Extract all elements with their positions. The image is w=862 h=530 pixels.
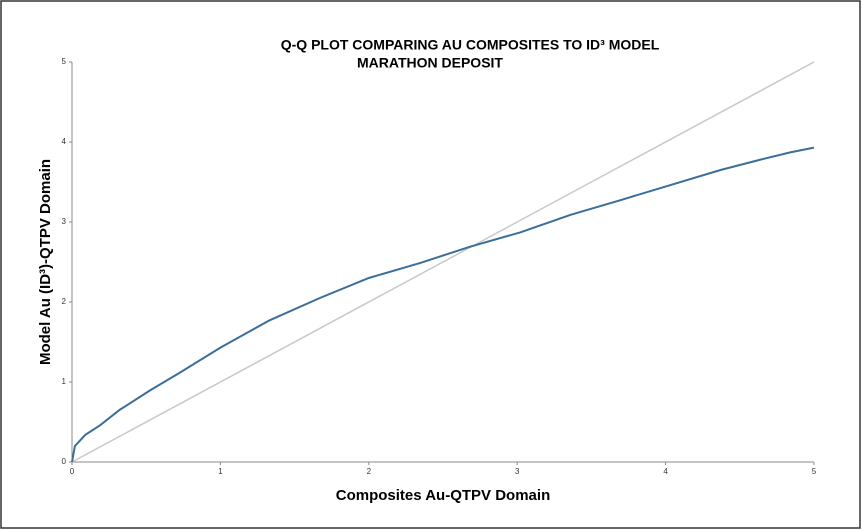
chart-subtitle: MARATHON DEPOSIT — [357, 55, 503, 71]
y-tick-label: 3 — [62, 217, 67, 226]
x-axis-label: Composites Au-QTPV Domain — [336, 487, 550, 504]
x-tick-label: 4 — [663, 467, 668, 476]
x-tick-label: 1 — [218, 467, 223, 476]
x-tick-label: 5 — [812, 467, 817, 476]
x-tick-label: 3 — [515, 467, 520, 476]
y-tick-label: 2 — [62, 297, 67, 306]
y-tick-label: 1 — [62, 377, 67, 386]
series-line — [71, 61, 815, 463]
x-tick-label: 2 — [367, 467, 372, 476]
x-tick-label: 0 — [70, 467, 75, 476]
y-tick-label: 5 — [62, 57, 67, 66]
y-tick-label: 0 — [62, 457, 67, 466]
y-tick-label: 4 — [62, 137, 67, 146]
chart-title: Q-Q PLOT COMPARING AU COMPOSITES TO ID³ … — [281, 37, 660, 53]
y-axis-label: Model Au (ID³)-QTPV Domain — [37, 159, 54, 365]
series-line — [71, 146, 815, 463]
